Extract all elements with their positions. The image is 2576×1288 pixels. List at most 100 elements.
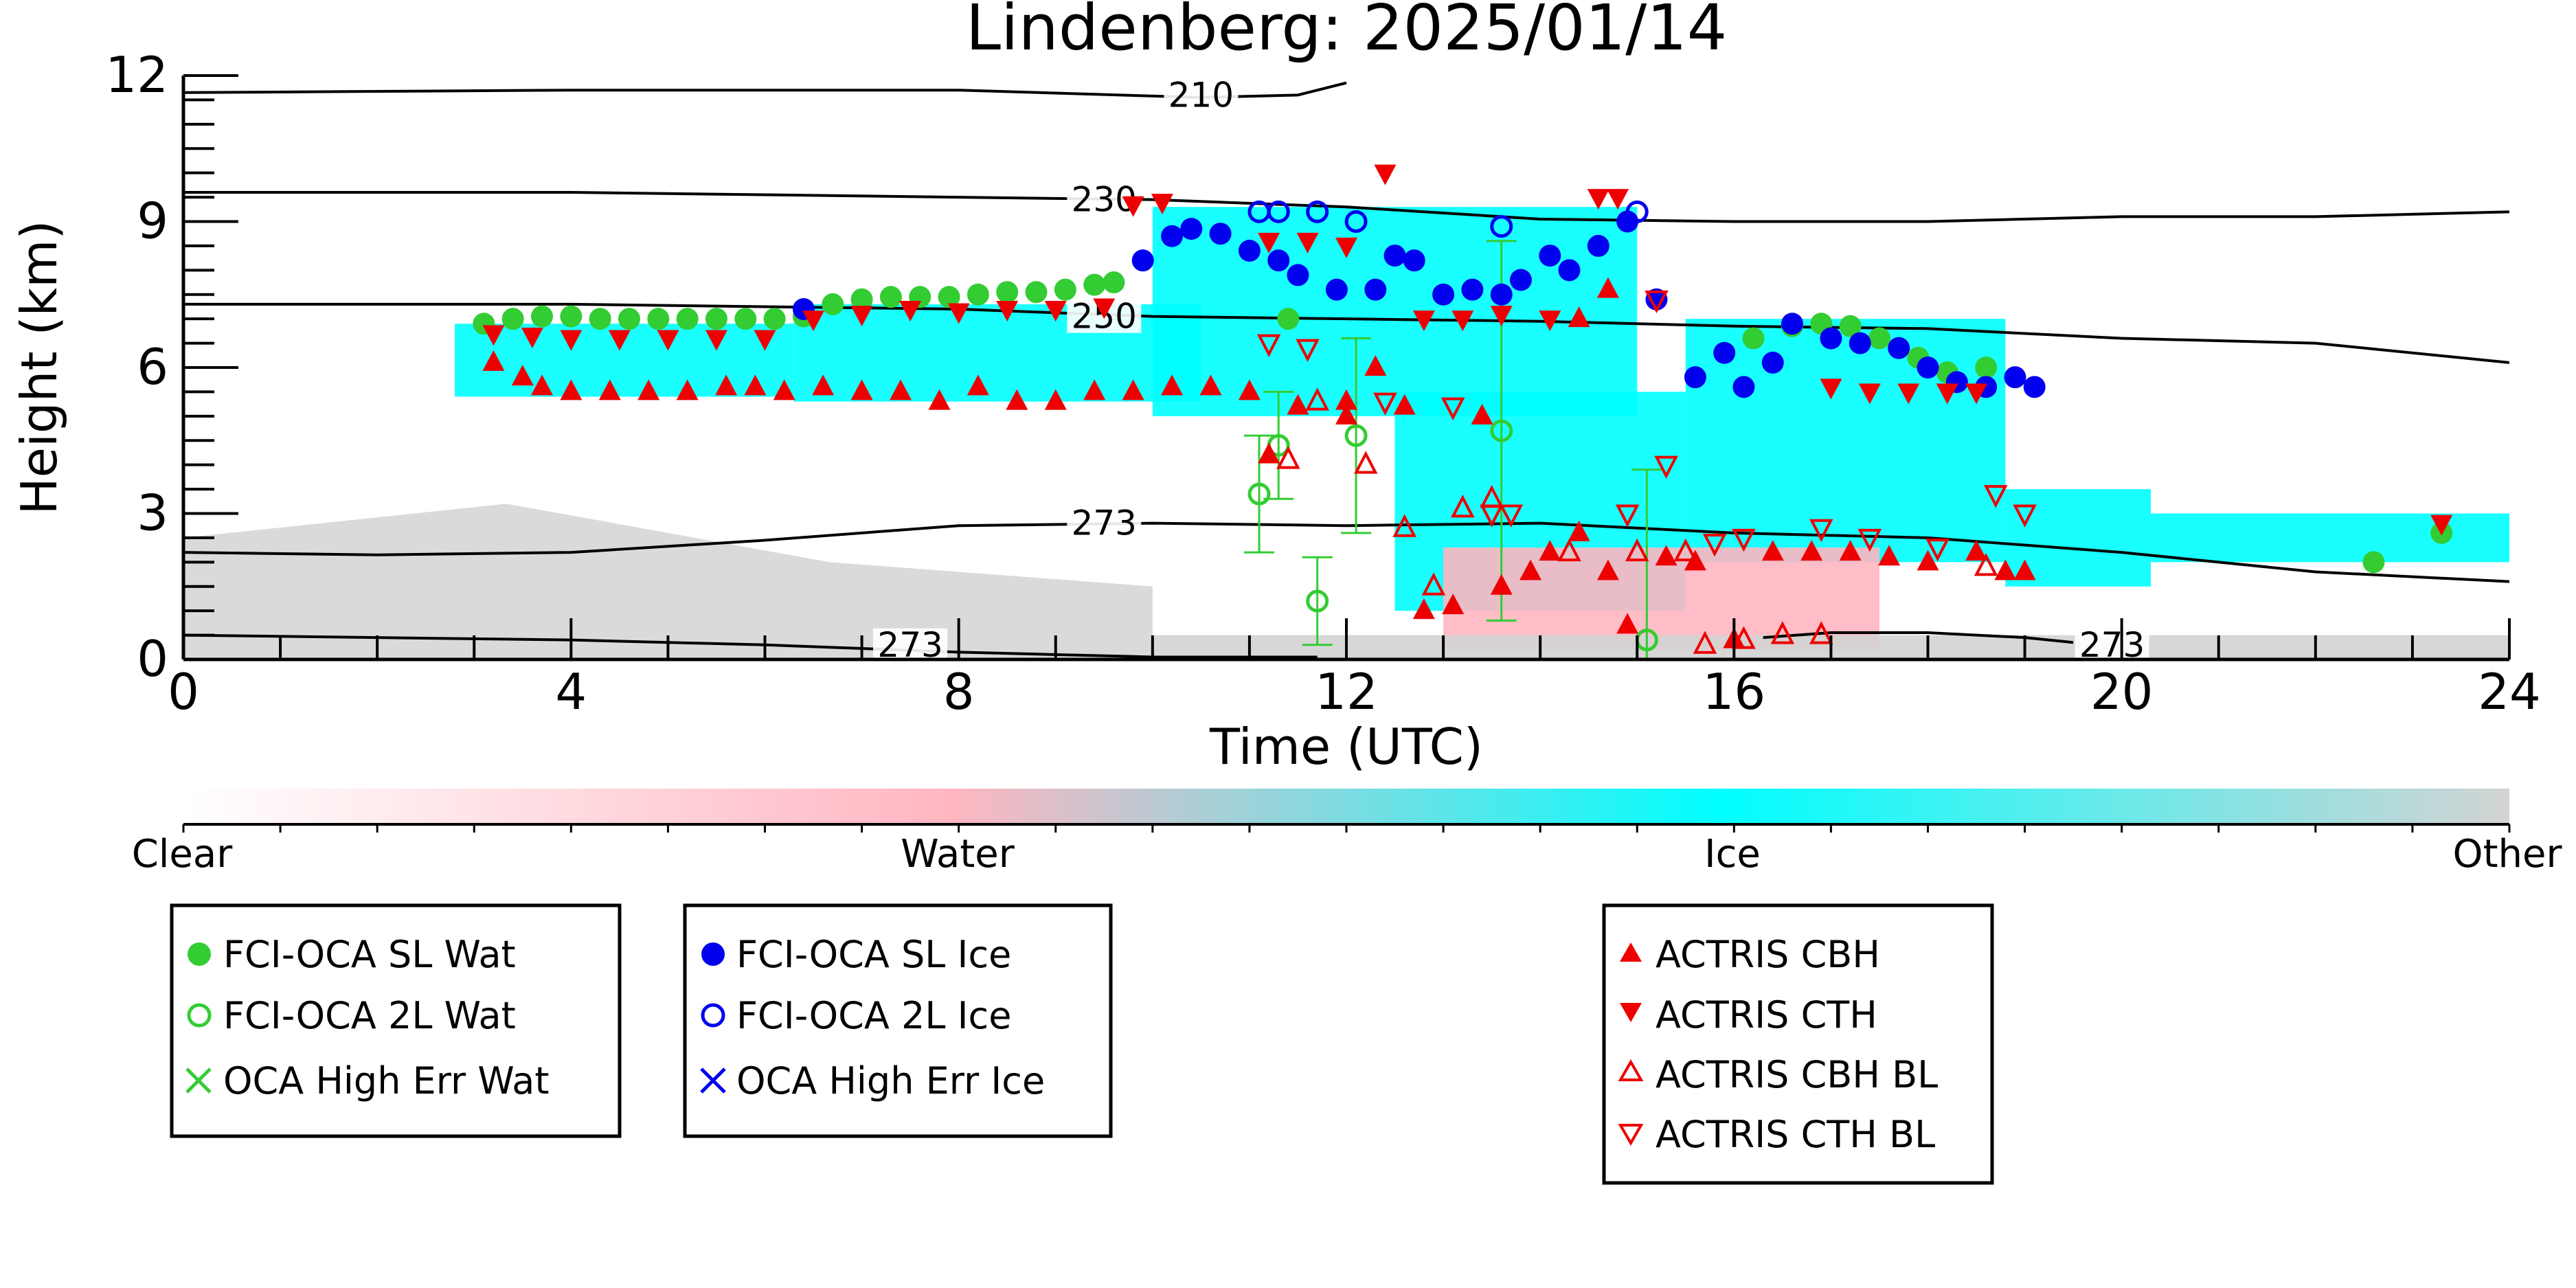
marker-point — [1258, 442, 1280, 464]
marker-point — [938, 286, 960, 308]
legend-open-triangle-up-red — [1618, 1059, 1644, 1081]
marker-point — [2004, 366, 2026, 389]
legend-label: OCA High Err Ice — [736, 1059, 1045, 1103]
legend-label: ACTRIS CTH BL — [1656, 1113, 1935, 1156]
contour-label-273: 273 — [877, 625, 942, 665]
marker-point — [754, 330, 776, 351]
marker-point — [802, 310, 825, 332]
x-axis-label: Time (UTC) — [1209, 718, 1483, 776]
marker-point — [1364, 355, 1387, 376]
marker-point — [1568, 520, 1590, 541]
marker-point — [1770, 621, 1795, 644]
marker-point — [1702, 534, 1727, 557]
x-tick-label: 16 — [1703, 663, 1766, 721]
marker-point — [1965, 540, 1988, 561]
marker-point — [1480, 504, 1504, 528]
x-tick-label: 12 — [1315, 663, 1378, 721]
colorbar-ticks — [182, 824, 2511, 833]
marker-point — [1742, 327, 1765, 350]
marker-point — [1587, 234, 1609, 257]
marker-point — [967, 283, 989, 306]
marker-point — [1625, 538, 1649, 562]
marker-point — [1256, 334, 1281, 357]
marker-point — [1432, 283, 1455, 306]
marker-point — [1335, 403, 1357, 425]
classification-region-other — [183, 504, 1153, 659]
marker-point — [1732, 626, 1756, 649]
marker-point — [1490, 419, 1513, 442]
marker-point — [1888, 337, 1910, 359]
marker-point — [1917, 357, 1939, 379]
marker-point — [1461, 278, 1484, 301]
marker-point — [1858, 383, 1881, 405]
marker-point — [1373, 392, 1397, 416]
marker-point — [1353, 451, 1378, 474]
contour-line-230 — [183, 191, 2509, 223]
y-tick-label: 0 — [137, 630, 168, 688]
marker-point — [1287, 264, 1309, 286]
contour-label-bg — [873, 628, 948, 659]
marker-point — [1684, 366, 1706, 389]
marker-point — [879, 286, 902, 308]
marker-point — [1306, 200, 1329, 223]
marker-point — [1093, 298, 1116, 319]
marker-point — [1374, 164, 1397, 185]
marker-point — [1587, 189, 1609, 210]
marker-point — [1673, 538, 1698, 562]
marker-point — [1209, 223, 1232, 245]
marker-point — [1122, 196, 1144, 217]
marker-point — [1335, 389, 1357, 410]
y-tick-label: 6 — [137, 338, 168, 396]
marker-point — [1306, 589, 1329, 613]
x-tick-label: 0 — [168, 663, 199, 721]
marker-point — [1557, 538, 1581, 562]
marker-point — [1161, 225, 1184, 247]
marker-point — [1412, 598, 1435, 620]
marker-point — [560, 330, 583, 351]
marker-point — [2013, 559, 2036, 580]
marker-point — [1025, 281, 1048, 304]
marker-point — [734, 308, 757, 330]
marker-point — [715, 374, 738, 396]
marker-point — [1103, 271, 1125, 294]
marker-point — [1615, 504, 1640, 528]
marker-point — [1994, 559, 2017, 580]
marker-point — [1335, 237, 1357, 258]
legend-label: FCI-OCA 2L Ice — [736, 994, 1011, 1037]
marker-point — [890, 379, 912, 400]
marker-point — [1857, 528, 1882, 552]
marker-point — [1403, 249, 1425, 272]
colorbar-label-clear: Clear — [132, 832, 233, 877]
marker-point — [1878, 545, 1901, 566]
contour-label-273: 273 — [2079, 625, 2145, 665]
axes: 0 3 6 9 12 0 4 8 12 16 20 24 — [105, 46, 2540, 721]
legend-label: ACTRIS CTH — [1656, 993, 1877, 1037]
contour-label-210: 210 — [1168, 75, 1234, 115]
marker-point — [705, 308, 727, 330]
marker-point — [1499, 504, 1524, 528]
marker-point — [744, 374, 767, 396]
legend-filled-circle-blue — [701, 942, 725, 966]
marker-point — [1809, 519, 1833, 543]
marker-point — [501, 308, 524, 330]
marker-point — [1558, 259, 1581, 282]
legend-label: FCI-OCA 2L Wat — [223, 994, 516, 1037]
marker-point — [1917, 550, 1939, 571]
marker-point — [2013, 504, 2037, 528]
y-tick-label: 9 — [137, 192, 168, 250]
marker-point — [676, 379, 699, 400]
marker-point — [1258, 232, 1280, 253]
marker-point — [1238, 240, 1261, 262]
legend-actris-box: ACTRIS CBH ACTRIS CTH ACTRIS CBH BL ACTR… — [1602, 903, 1994, 1185]
legend-label: OCA High Err Wat — [223, 1059, 550, 1103]
marker-point — [1393, 394, 1416, 415]
marker-point — [1655, 545, 1677, 566]
marker-point — [1296, 339, 1320, 363]
marker-point — [2023, 376, 2046, 398]
marker-point — [1809, 621, 1833, 644]
marker-point — [1713, 341, 1736, 364]
y-tick-label: 12 — [105, 46, 168, 104]
contour-label-bg — [1164, 78, 1239, 112]
marker-point — [1820, 327, 1842, 350]
